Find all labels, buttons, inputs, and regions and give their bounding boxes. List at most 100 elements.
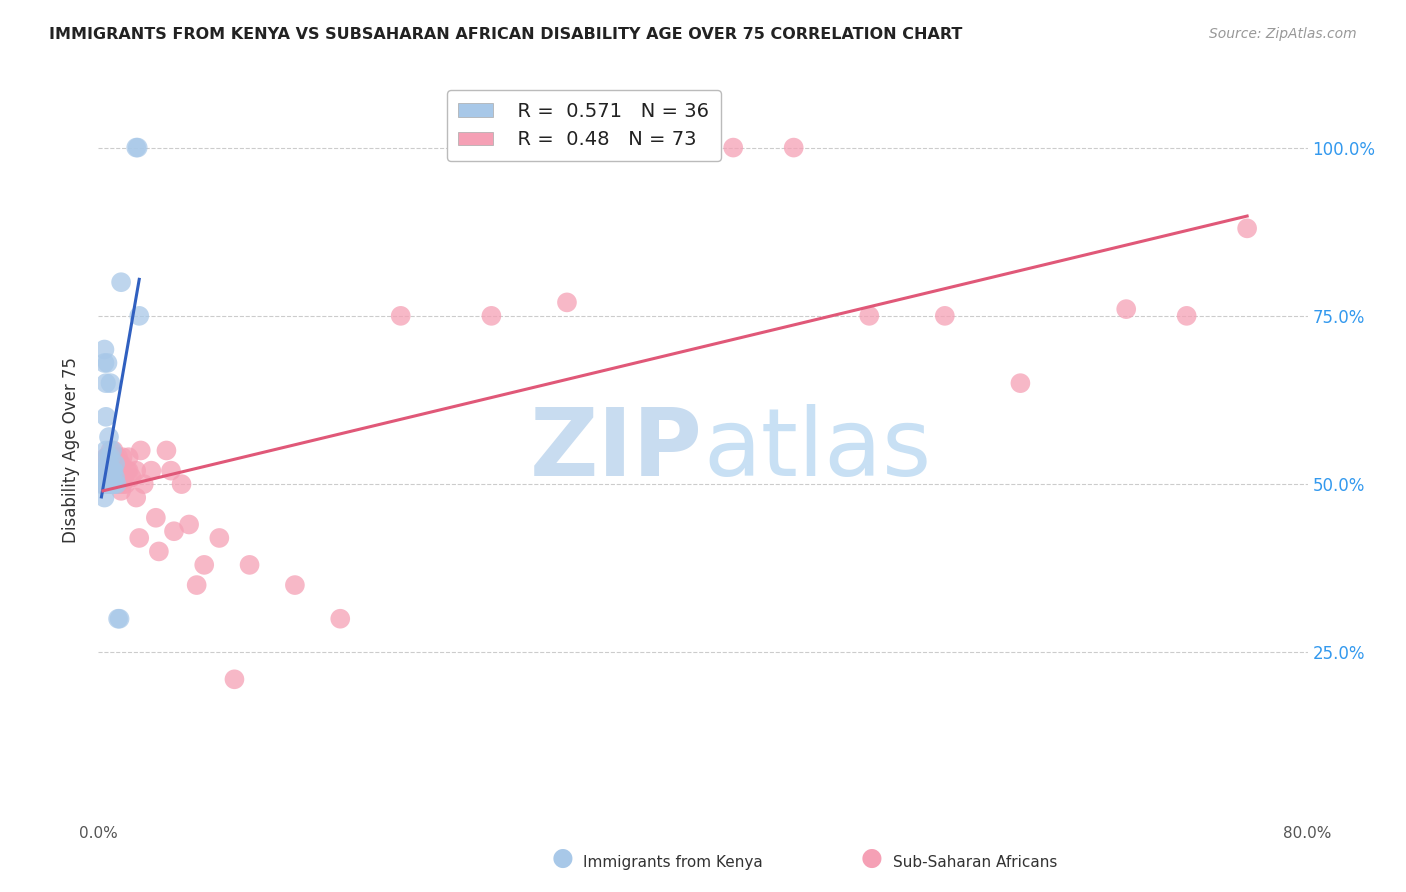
- Point: [98, 470, 121, 484]
- Point: [104, 477, 127, 491]
- Text: IMMIGRANTS FROM KENYA VS SUBSAHARAN AFRICAN DISABILITY AGE OVER 75 CORRELATION C: IMMIGRANTS FROM KENYA VS SUBSAHARAN AFRI…: [49, 27, 963, 42]
- Point: [100, 477, 122, 491]
- Point: [105, 477, 128, 491]
- Point: [224, 673, 246, 687]
- Point: [104, 450, 127, 465]
- Point: [125, 140, 148, 154]
- Point: [104, 464, 127, 478]
- Point: [100, 464, 122, 478]
- Point: [555, 295, 578, 310]
- Point: [103, 477, 125, 491]
- Point: [115, 464, 138, 478]
- Point: [186, 578, 208, 592]
- Point: [101, 477, 124, 491]
- Point: [96, 477, 118, 491]
- Point: [132, 477, 155, 491]
- Point: [193, 558, 215, 572]
- Point: [118, 464, 141, 478]
- Point: [129, 443, 152, 458]
- Point: [100, 464, 122, 478]
- Point: [91, 477, 114, 491]
- Point: [103, 470, 125, 484]
- Point: [163, 524, 186, 539]
- Point: [94, 464, 117, 478]
- Y-axis label: Disability Age Over 75: Disability Age Over 75: [62, 358, 80, 543]
- Point: [125, 464, 148, 478]
- Point: [1236, 221, 1258, 235]
- Point: [141, 464, 163, 478]
- Point: [93, 464, 115, 478]
- Point: [94, 457, 117, 471]
- Point: [145, 510, 167, 524]
- Point: [858, 309, 880, 323]
- Point: [481, 309, 503, 323]
- Point: [98, 477, 121, 491]
- Point: [121, 470, 143, 484]
- Point: [783, 140, 806, 154]
- Point: [105, 464, 128, 478]
- Point: [96, 450, 118, 465]
- Point: [128, 309, 150, 323]
- Point: [107, 477, 129, 491]
- Point: [160, 464, 183, 478]
- Point: [96, 477, 118, 491]
- Point: [100, 477, 122, 491]
- Point: [91, 464, 114, 478]
- Point: [170, 477, 193, 491]
- Point: [101, 443, 124, 458]
- Point: [112, 470, 135, 484]
- Point: [94, 443, 117, 458]
- Point: [103, 477, 125, 491]
- Point: [103, 443, 125, 458]
- Point: [93, 356, 115, 370]
- Point: [723, 140, 745, 154]
- Text: Immigrants from Kenya: Immigrants from Kenya: [583, 855, 763, 870]
- Point: [96, 464, 118, 478]
- Point: [108, 457, 131, 471]
- Point: [103, 464, 125, 478]
- Text: ●: ●: [551, 846, 574, 870]
- Point: [96, 356, 118, 370]
- Point: [93, 491, 115, 505]
- Point: [103, 457, 125, 471]
- Point: [101, 477, 124, 491]
- Point: [96, 464, 118, 478]
- Point: [108, 612, 131, 626]
- Point: [101, 470, 124, 484]
- Point: [647, 140, 669, 154]
- Text: ●: ●: [860, 846, 883, 870]
- Point: [1115, 302, 1137, 317]
- Point: [110, 457, 132, 471]
- Point: [100, 450, 122, 465]
- Point: [94, 376, 117, 391]
- Text: atlas: atlas: [703, 404, 931, 497]
- Point: [101, 457, 124, 471]
- Point: [110, 483, 132, 498]
- Point: [94, 409, 117, 424]
- Point: [179, 517, 201, 532]
- Point: [98, 457, 121, 471]
- Point: [284, 578, 307, 592]
- Point: [105, 477, 128, 491]
- Point: [1175, 309, 1198, 323]
- Point: [98, 464, 121, 478]
- Point: [94, 477, 117, 491]
- Point: [208, 531, 231, 545]
- Point: [111, 477, 134, 491]
- Text: Sub-Saharan Africans: Sub-Saharan Africans: [893, 855, 1057, 870]
- Point: [148, 544, 170, 558]
- Point: [104, 457, 127, 471]
- Point: [389, 309, 412, 323]
- Point: [94, 477, 117, 491]
- Text: ZIP: ZIP: [530, 404, 703, 497]
- Point: [118, 450, 141, 465]
- Point: [108, 470, 131, 484]
- Point: [91, 470, 114, 484]
- Point: [94, 450, 117, 465]
- Point: [100, 443, 122, 458]
- Point: [101, 464, 124, 478]
- Point: [93, 477, 115, 491]
- Point: [107, 450, 129, 465]
- Point: [98, 450, 121, 465]
- Point: [100, 376, 122, 391]
